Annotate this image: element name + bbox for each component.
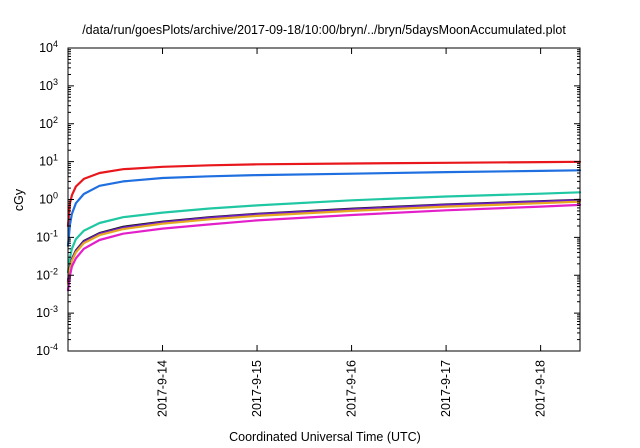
x-tick-label: 2017-9-17 xyxy=(439,360,453,417)
series-line xyxy=(66,191,582,274)
y-tick-label: 10-1 xyxy=(36,228,58,244)
series-line xyxy=(66,203,582,292)
y-tick-label: 102 xyxy=(39,115,58,131)
x-tick-label: 2017-9-18 xyxy=(534,360,548,417)
series-layer xyxy=(66,160,582,292)
y-tick-label: 100 xyxy=(39,191,58,207)
y-axis-label: cGy xyxy=(12,188,26,211)
x-tick-label: 2017-9-16 xyxy=(345,360,359,417)
series-line xyxy=(66,200,582,285)
y-tick-label: 101 xyxy=(39,153,58,169)
x-tick-label: 2017-9-14 xyxy=(156,360,170,417)
x-axis-label: Coordinated Universal Time (UTC) xyxy=(229,430,421,444)
y-tick-label: 10-3 xyxy=(36,304,58,320)
axis-layer: 10-4 10-3 10-2 10-1 100 101 102 103 104 2017-9-14… xyxy=(36,39,580,417)
series-line xyxy=(66,169,582,247)
y-tick-label: 10-4 xyxy=(36,342,58,358)
chart-title: /data/run/goesPlots/archive/2017-09-18/1… xyxy=(82,23,566,37)
plot-frame xyxy=(67,47,581,352)
y-tick-label: 104 xyxy=(39,39,58,55)
y-tick-label: 10-2 xyxy=(36,266,58,282)
y-tick-label: 103 xyxy=(39,77,58,93)
series-line xyxy=(66,160,582,228)
x-tick-label: 2017-9-15 xyxy=(250,360,264,417)
